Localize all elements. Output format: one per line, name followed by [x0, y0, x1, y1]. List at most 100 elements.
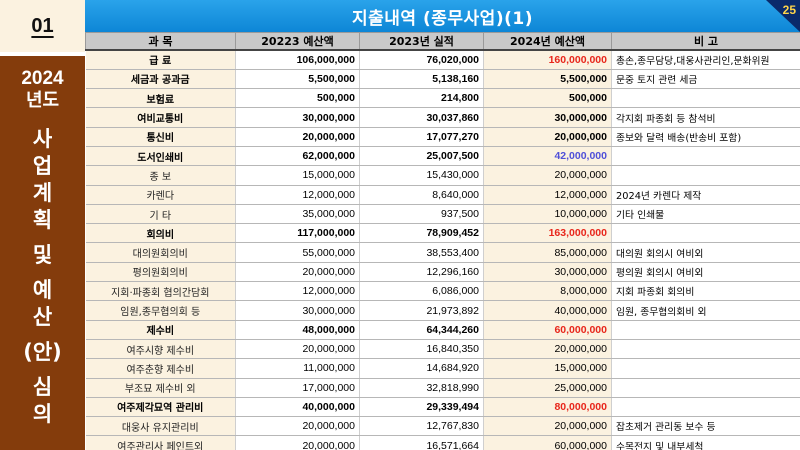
row-budget-2023: 30,000,000 — [235, 107, 360, 128]
row-note: 총손,종무담당,대웅사관리인,문화위원 — [611, 48, 800, 70]
row-actual-2023: 15,430,000 — [359, 165, 484, 186]
row-note: 지회 파종회 회의비 — [611, 281, 800, 302]
row-budget-2024: 15,000,000 — [483, 358, 612, 379]
row-note: 잡초제거 관리동 보수 등 — [611, 416, 800, 437]
row-actual-2023: 78,909,452 — [359, 223, 484, 244]
row-budget-2024: 60,000,000 — [483, 320, 612, 340]
row-budget-2024: 500,000 — [483, 88, 612, 109]
row-subject: 여주시향 제수비 — [85, 339, 236, 360]
table-row-category: 회의비 117,000,000 78,909,452 163,000,000 — [85, 223, 800, 244]
header-bar: 지출내역 (종무사업)(1) 25 — [85, 0, 800, 32]
row-actual-2023: 29,339,494 — [359, 397, 484, 418]
page-corner-decoration — [766, 0, 800, 32]
row-note: 임원, 종무협의회비 외 — [611, 300, 800, 321]
sidebar-vertical-char: 획 — [32, 208, 53, 232]
row-note — [611, 146, 800, 167]
row-note — [611, 339, 800, 360]
table-row-subitem: 기 타 35,000,000 937,500 10,000,000 기타 인쇄물 — [85, 204, 800, 225]
row-budget-2023: 40,000,000 — [235, 397, 360, 418]
row-subject: 종 보 — [85, 165, 236, 186]
row-subject: 세금과 공과금 — [85, 69, 236, 90]
row-actual-2023: 32,818,990 — [359, 378, 484, 398]
row-note — [611, 88, 800, 109]
sidebar-vertical-char: 의 — [32, 402, 53, 426]
row-note: 문중 토지 관련 세금 — [611, 69, 800, 90]
row-budget-2024: 42,000,000 — [483, 146, 612, 167]
table-row-subitem: 카렌다 12,000,000 8,640,000 12,000,000 2024년 카렌… — [85, 185, 800, 205]
row-actual-2023: 25,007,500 — [359, 146, 484, 167]
slide-number: 01 — [31, 14, 54, 37]
table-row-category: 급 료 106,000,000 76,020,000 160,000,000 총손,종무… — [85, 48, 800, 70]
row-budget-2024: 40,000,000 — [483, 300, 612, 321]
row-budget-2023: 35,000,000 — [235, 204, 360, 225]
row-budget-2023: 62,000,000 — [235, 146, 360, 167]
page-title: 지출내역 (종무사업)(1) — [352, 8, 533, 29]
row-budget-2024: 10,000,000 — [483, 204, 612, 225]
row-actual-2023: 16,571,664 — [359, 435, 484, 450]
row-subject: 도서인쇄비 — [85, 146, 236, 167]
row-budget-2024: 30,000,000 — [483, 262, 612, 283]
table-row-subitem: 평의원회의비 20,000,000 12,296,160 30,000,000 평의원 … — [85, 262, 800, 283]
row-actual-2023: 21,973,892 — [359, 300, 484, 321]
slide-number-box: 01 — [0, 0, 85, 52]
row-budget-2023: 12,000,000 — [235, 281, 360, 302]
sidebar: 01 2024 년도 사 업 계 획 및 예 산 (안) 심 의 — [0, 0, 85, 450]
row-subject: 여비교통비 — [85, 107, 236, 128]
row-budget-2024: 20,000,000 — [483, 127, 612, 147]
row-subject: 여주관리사 페인트외 — [85, 435, 236, 450]
row-note: 대의원 회의시 여비외 — [611, 242, 800, 263]
row-actual-2023: 8,640,000 — [359, 185, 484, 205]
sidebar-vertical-char: 업 — [32, 154, 53, 178]
row-note: 평의원 회의시 여비외 — [611, 262, 800, 283]
row-note — [611, 165, 800, 186]
table-row-category: 여주제각묘역 관리비 40,000,000 29,339,494 80,000,000 — [85, 397, 800, 418]
row-actual-2023: 30,037,860 — [359, 107, 484, 128]
table-row-category: 세금과 공과금 5,500,000 5,138,160 5,500,000 문중 토지 … — [85, 69, 800, 90]
row-subject: 평의원회의비 — [85, 262, 236, 283]
row-budget-2023: 5,500,000 — [235, 69, 360, 90]
row-subject: 급 료 — [85, 48, 236, 70]
row-budget-2024: 85,000,000 — [483, 242, 612, 263]
sidebar-vertical-char: 산 — [32, 305, 53, 329]
table-row-subitem: 여주춘향 제수비 11,000,000 14,684,920 15,000,000 — [85, 358, 800, 379]
table-row-category: 도서인쇄비 62,000,000 25,007,500 42,000,000 — [85, 146, 800, 167]
row-note — [611, 358, 800, 379]
table-row-subitem: 부조묘 제수비 외 17,000,000 32,818,990 25,000,000 — [85, 378, 800, 398]
row-actual-2023: 12,296,160 — [359, 262, 484, 283]
row-budget-2024: 12,000,000 — [483, 185, 612, 205]
row-actual-2023: 214,800 — [359, 88, 484, 109]
table-row-subitem: 지회·파종회 협의간담회 12,000,000 6,086,000 8,000,000… — [85, 281, 800, 302]
sidebar-vertical-title: 사 업 계 획 및 예 산 (안) 심 의 — [23, 126, 62, 428]
row-budget-2024: 20,000,000 — [483, 339, 612, 360]
table-row-category: 여비교통비 30,000,000 30,037,860 30,000,000 각지회 파… — [85, 107, 800, 128]
row-budget-2024: 5,500,000 — [483, 69, 612, 90]
row-actual-2023: 17,077,270 — [359, 127, 484, 147]
row-subject: 여주제각묘역 관리비 — [85, 397, 236, 418]
table-row-subitem: 여주관리사 페인트외 20,000,000 16,571,664 60,000,000… — [85, 435, 800, 450]
row-budget-2023: 20,000,000 — [235, 127, 360, 147]
table-row-subitem: 대웅사 유지관리비 20,000,000 12,767,830 20,000,000 잡… — [85, 416, 800, 437]
row-budget-2023: 30,000,000 — [235, 300, 360, 321]
row-actual-2023: 14,684,920 — [359, 358, 484, 379]
sidebar-year-suffix: 년도 — [25, 90, 60, 111]
sidebar-vertical-char: 심 — [32, 375, 53, 399]
row-actual-2023: 937,500 — [359, 204, 484, 225]
row-budget-2024: 20,000,000 — [483, 165, 612, 186]
row-actual-2023: 38,553,400 — [359, 242, 484, 263]
sidebar-vertical-char: 및 — [32, 243, 53, 267]
row-budget-2024: 25,000,000 — [483, 378, 612, 398]
row-budget-2024: 20,000,000 — [483, 416, 612, 437]
row-subject: 회의비 — [85, 223, 236, 244]
header-budget-2023: 20223 예산액 — [235, 32, 360, 51]
row-note — [611, 320, 800, 340]
row-note: 각지회 파종회 등 참석비 — [611, 107, 800, 128]
row-actual-2023: 6,086,000 — [359, 281, 484, 302]
table-row-category: 통신비 20,000,000 17,077,270 20,000,000 종보와 달력 … — [85, 127, 800, 147]
table-row-subitem: 대의원회의비 55,000,000 38,553,400 85,000,000 대의원 … — [85, 242, 800, 263]
row-budget-2023: 11,000,000 — [235, 358, 360, 379]
row-budget-2023: 17,000,000 — [235, 378, 360, 398]
row-budget-2023: 20,000,000 — [235, 416, 360, 437]
sidebar-vertical-char: (안) — [23, 340, 62, 364]
row-budget-2023: 117,000,000 — [235, 223, 360, 244]
row-budget-2023: 20,000,000 — [235, 339, 360, 360]
